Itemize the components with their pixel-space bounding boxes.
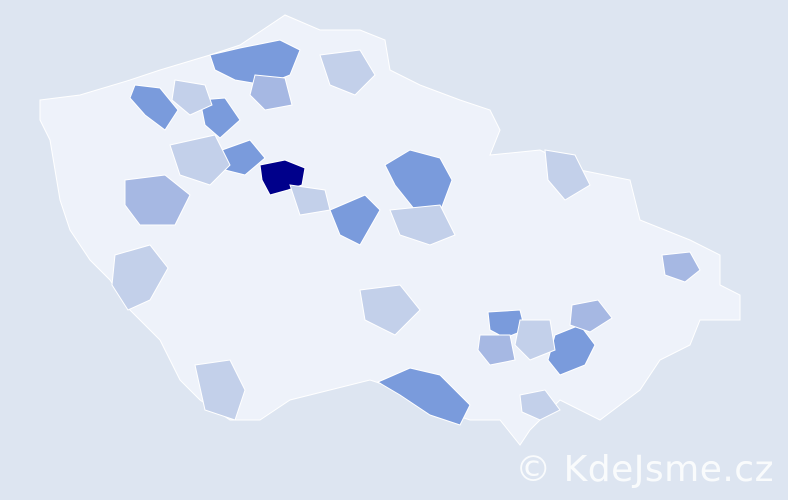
district-sw [111, 244, 169, 311]
district-n-3 [319, 49, 376, 96]
district-nw [129, 84, 179, 131]
district-sm-4 [514, 319, 556, 361]
district-east [384, 149, 453, 213]
district-ost [661, 251, 701, 283]
district-w-2 [169, 134, 231, 186]
district-vys [359, 284, 421, 336]
district-north-2 [249, 74, 293, 111]
district-central-s [329, 194, 381, 246]
district-n-4 [171, 79, 213, 116]
watermark: © KdeJsme.cz [515, 449, 774, 490]
district-ne [544, 149, 591, 201]
district-north-1 [209, 39, 301, 86]
district-s-1 [194, 359, 246, 421]
district-e-2 [389, 204, 456, 246]
district-sm-3 [477, 334, 516, 366]
district-nw-2 [199, 97, 241, 139]
district-sm-2 [569, 299, 613, 333]
district-s-2 [519, 389, 561, 421]
district-south [376, 367, 471, 426]
district-sm-1 [487, 309, 526, 339]
district-w-1 [124, 174, 191, 226]
district-c-1 [289, 184, 331, 216]
